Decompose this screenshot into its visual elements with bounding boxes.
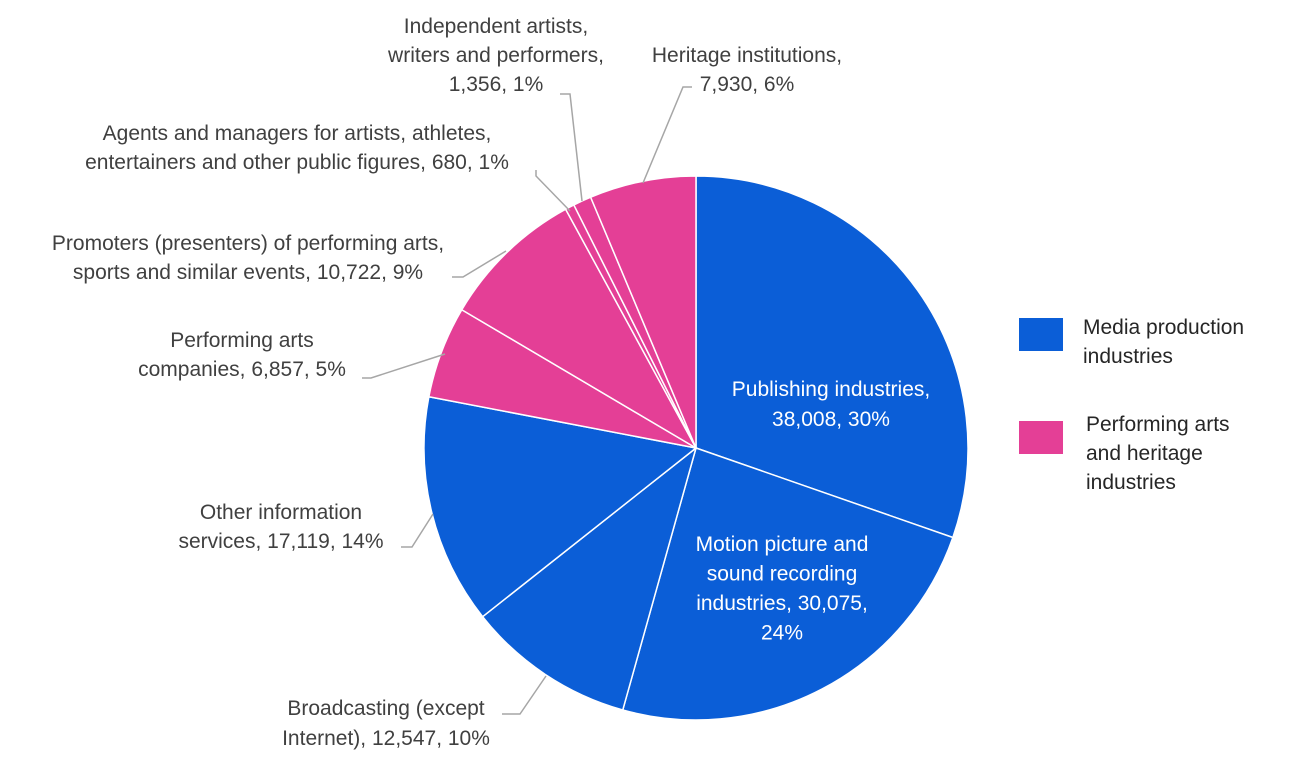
leader-line-7: [535, 170, 571, 212]
pie-slice-9: [589, 175, 697, 449]
slice-label-7: Agents and managers for artists, athlete…: [85, 122, 509, 174]
legend-label-1: Media production industries: [1083, 316, 1244, 368]
pie-slice-2: [622, 447, 954, 721]
slice-label-2: Motion picture and sound recording industr…: [696, 533, 869, 645]
leader-lines-layer: [362, 86, 692, 715]
slice-label-4: Other information services, 17,119, 14%: [178, 501, 383, 553]
legend-swatch-2: [1019, 421, 1063, 454]
slice-label-8: Independent artists, writers and performe…: [387, 15, 604, 96]
pie-slice-4: [423, 396, 697, 618]
leader-line-3: [502, 675, 547, 715]
data-labels-layer: Publishing industries, 38,008, 30% Motion …: [52, 15, 930, 750]
slice-label-3: Broadcasting (except Internet), 12,547, 1…: [282, 697, 490, 750]
slice-label-6: Promoters (presenters) of performing art…: [52, 232, 444, 284]
legend: Media production industries Performing art…: [1019, 316, 1244, 494]
leader-line-8: [560, 93, 583, 202]
leader-line-5: [362, 353, 446, 379]
pie-slice-1: [695, 175, 969, 539]
slices-layer: [423, 175, 969, 721]
legend-label-2: Performing arts and heritage industries: [1086, 413, 1230, 494]
slice-label-5: Performing arts companies, 6,857, 5%: [138, 329, 346, 381]
pie-slice-3: [481, 447, 697, 711]
slice-label-1: Publishing industries, 38,008, 30%: [732, 378, 930, 431]
leader-line-9: [642, 86, 692, 184]
slice-label-9: Heritage institutions, 7,930, 6%: [652, 44, 842, 96]
pie-slice-6: [461, 208, 697, 449]
leader-line-6: [452, 250, 507, 278]
leader-line-4: [401, 513, 434, 548]
legend-swatch-1: [1019, 318, 1063, 351]
